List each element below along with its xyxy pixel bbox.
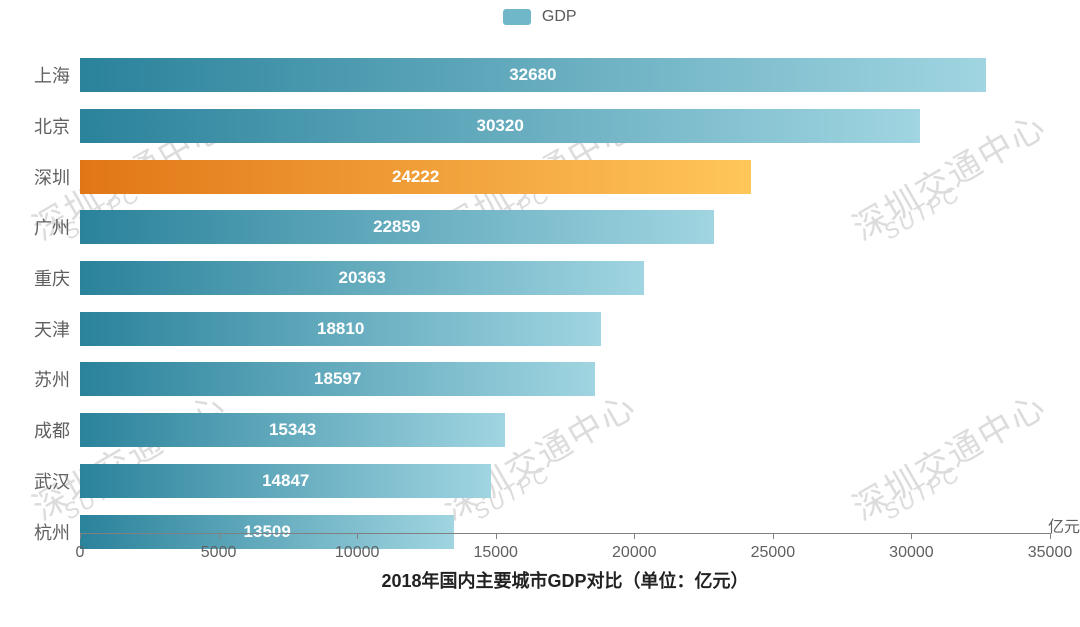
bar-value-label: 22859 — [373, 217, 420, 237]
bar: 18597 — [80, 362, 595, 396]
bar: 18810 — [80, 312, 601, 346]
category-label: 上海 — [34, 58, 80, 92]
plot-area: 上海32680 北京30320 深圳24222 广州22859 重庆20363 天津188… — [80, 50, 1050, 557]
bar-value-label: 13509 — [244, 522, 291, 542]
bar-row: 苏州18597 — [80, 362, 1050, 396]
bar-value-label: 14847 — [262, 471, 309, 491]
bar-row: 北京30320 — [80, 109, 1050, 143]
chart-legend: GDP — [0, 8, 1080, 26]
bar-value-label: 30320 — [477, 116, 524, 136]
x-axis-unit: 亿元 — [1048, 513, 1080, 537]
x-tick-label: 35000 — [1028, 544, 1073, 562]
category-label: 重庆 — [34, 261, 80, 295]
bar: 15343 — [80, 413, 505, 447]
bar-row: 天津18810 — [80, 312, 1050, 346]
x-tick — [496, 533, 497, 539]
category-label: 天津 — [34, 312, 80, 346]
x-tick — [80, 533, 81, 539]
bar-row: 深圳24222 — [80, 160, 1050, 194]
bar-value-label: 15343 — [269, 420, 316, 440]
category-label: 广州 — [34, 210, 80, 244]
category-label: 杭州 — [34, 515, 80, 549]
bar: 13509 — [80, 515, 454, 549]
bars-container: 上海32680 北京30320 深圳24222 广州22859 重庆20363 天津188… — [80, 50, 1050, 557]
bar-value-label: 18597 — [314, 369, 361, 389]
category-label: 成都 — [34, 413, 80, 447]
category-label: 深圳 — [34, 160, 80, 194]
bar-value-label: 20363 — [339, 268, 386, 288]
x-axis-title: 2018年国内主要城市GDP对比（单位：亿元） — [80, 567, 1050, 593]
bar: 24222 — [80, 160, 751, 194]
x-tick — [357, 533, 358, 539]
gdp-bar-chart: 深圳交通中心 SUTPC 深圳交通中心 SUTPC 深圳交通中心 SUTPC 深… — [0, 0, 1080, 627]
bar-row: 重庆20363 — [80, 261, 1050, 295]
legend-swatch — [503, 9, 531, 25]
category-label: 北京 — [34, 109, 80, 143]
bar: 32680 — [80, 58, 986, 92]
x-axis-line — [80, 533, 1050, 534]
x-tick — [634, 533, 635, 539]
x-tick — [911, 533, 912, 539]
bar-value-label: 18810 — [317, 319, 364, 339]
bar: 30320 — [80, 109, 920, 143]
x-tick — [219, 533, 220, 539]
category-label: 苏州 — [34, 362, 80, 396]
bar: 14847 — [80, 464, 491, 498]
x-tick-label: 30000 — [889, 544, 934, 562]
x-tick-label: 10000 — [335, 544, 380, 562]
x-tick — [773, 533, 774, 539]
x-tick-label: 15000 — [473, 544, 518, 562]
x-tick-label: 0 — [76, 544, 85, 562]
bar: 20363 — [80, 261, 644, 295]
x-tick-label: 5000 — [201, 544, 237, 562]
x-tick — [1050, 533, 1051, 539]
x-tick-label: 25000 — [751, 544, 796, 562]
x-tick-label: 20000 — [612, 544, 657, 562]
bar-row: 上海32680 — [80, 58, 1050, 92]
category-label: 武汉 — [34, 464, 80, 498]
bar-value-label: 24222 — [392, 167, 439, 187]
bar: 22859 — [80, 210, 714, 244]
bar-row: 武汉14847 — [80, 464, 1050, 498]
bar-row: 广州22859 — [80, 210, 1050, 244]
bar-row: 成都15343 — [80, 413, 1050, 447]
legend-label: GDP — [542, 8, 577, 25]
bar-value-label: 32680 — [509, 65, 556, 85]
